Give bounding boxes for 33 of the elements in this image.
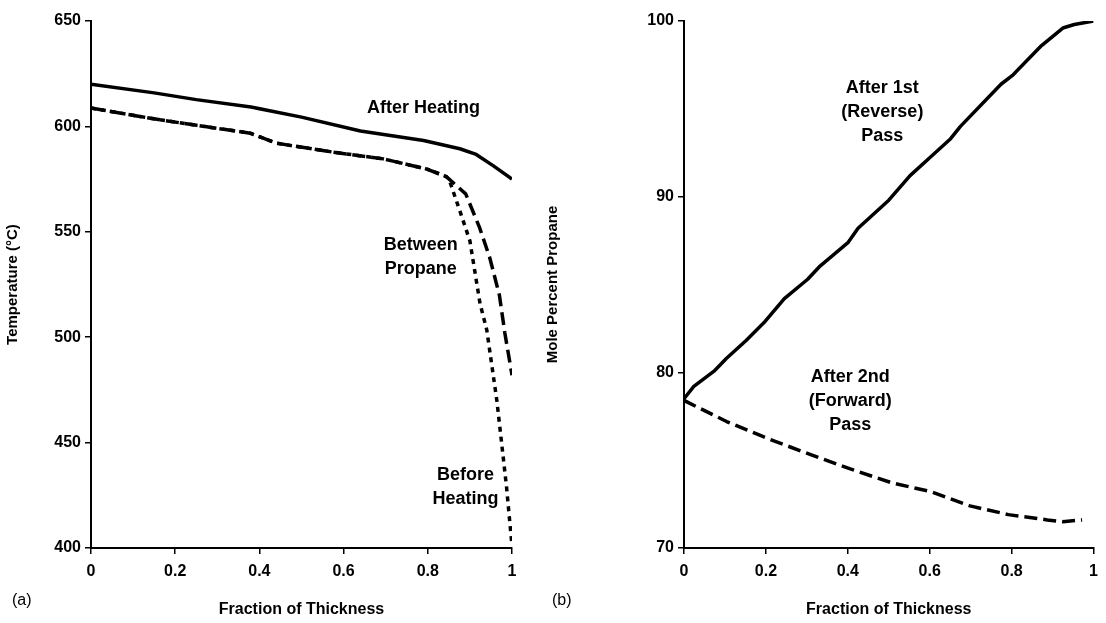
- x-axis-title: Fraction of Thickness: [806, 599, 972, 617]
- annotation: After 2nd (Forward) Pass: [808, 365, 892, 434]
- x-tick-label: 1: [507, 562, 517, 580]
- y-tick-label: 650: [54, 11, 82, 29]
- text: (b): [552, 591, 572, 609]
- y-tick-label: 70: [656, 538, 675, 556]
- text: (a): [12, 591, 32, 609]
- x-tick-label: 0: [679, 562, 689, 580]
- y-axis-title: Mole Percent Propane: [543, 205, 561, 364]
- y-tick-label: 400: [54, 538, 82, 556]
- y-axis-title: Temperature (°C): [3, 224, 21, 345]
- y-tick-label: 550: [54, 222, 82, 240]
- y-tick-label: 600: [54, 116, 82, 134]
- x-tick-label: 0.2: [164, 562, 187, 580]
- y-tick-label: 500: [54, 327, 82, 345]
- x-tick-label: 0.8: [416, 562, 440, 580]
- annotation: Between Propane: [383, 234, 458, 279]
- annotation: Before Heating: [432, 463, 499, 508]
- x-tick-label: 0.6: [918, 562, 941, 580]
- x-tick-label: 1: [1089, 562, 1099, 580]
- x-tick-label: 0: [86, 562, 96, 580]
- y-tick-label: 450: [54, 433, 82, 451]
- x-tick-label: 0.2: [754, 562, 778, 580]
- x-tick-label: 0.4: [836, 562, 860, 580]
- x-tick-label: 0.8: [1000, 562, 1023, 580]
- y-tick-label: 100: [647, 11, 675, 29]
- x-tick-label: 0.4: [248, 562, 271, 580]
- annotation: After 1st (Reverse) Pass: [841, 77, 924, 146]
- x-tick-label: 0.6: [332, 562, 355, 580]
- x-axis-title: Fraction of Thickness: [218, 599, 385, 617]
- y-tick-label: 80: [656, 362, 675, 380]
- y-tick-label: 90: [656, 187, 675, 205]
- annotation: After Heating: [367, 97, 481, 118]
